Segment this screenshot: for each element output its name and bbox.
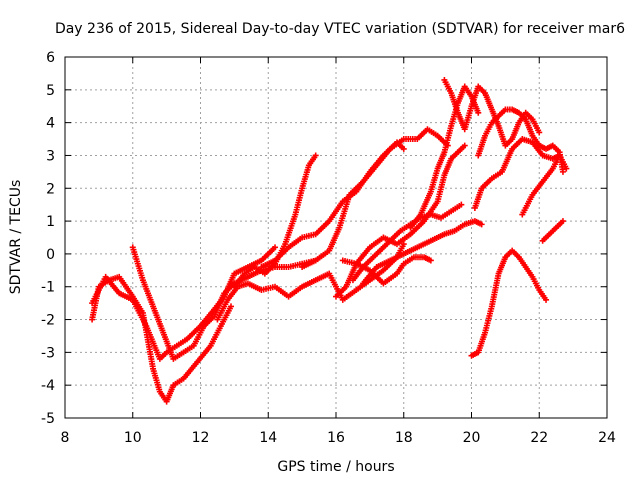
series-track-11: [360, 218, 485, 287]
y-tick-label: -4: [41, 378, 55, 394]
data-point: [563, 165, 570, 172]
series-track-9: [349, 201, 465, 284]
series-track-7: [299, 126, 451, 271]
data-point: [400, 145, 407, 152]
data-points: [89, 76, 570, 405]
data-point: [543, 296, 550, 303]
x-axis-label: GPS time / hours: [277, 459, 394, 475]
y-tick-label: -2: [41, 313, 55, 329]
y-tick-label: 5: [46, 83, 55, 99]
data-point: [478, 221, 485, 228]
y-axis-label: SDTVAR / TECUs: [8, 180, 24, 295]
y-tick-label: 1: [46, 214, 55, 230]
x-tick-label: 8: [61, 430, 70, 446]
x-tick-label: 16: [327, 430, 345, 446]
x-tick-label: 20: [463, 430, 481, 446]
series-track-12: [407, 83, 482, 231]
x-tick-label: 12: [192, 430, 210, 446]
gridlines: [65, 57, 607, 418]
series-track-13: [441, 76, 543, 149]
y-tick-label: 3: [46, 148, 55, 164]
data-point: [312, 152, 319, 159]
x-tick-label: 18: [395, 430, 413, 446]
chart-title: Day 236 of 2015, Sidereal Day-to-day VTE…: [55, 21, 625, 37]
x-tick-label: 10: [124, 430, 142, 446]
data-point: [559, 168, 566, 175]
series-track-14: [475, 106, 566, 175]
y-tick-label: 0: [46, 247, 55, 263]
data-point: [475, 109, 482, 116]
series-track-3: [129, 244, 319, 362]
data-point: [400, 241, 407, 248]
y-tick-label: -3: [41, 345, 55, 361]
series-track-4: [214, 241, 407, 323]
series-track-8: [333, 142, 468, 300]
data-point: [556, 152, 563, 159]
y-tick-label: 4: [46, 116, 55, 132]
x-tick-label: 14: [259, 430, 277, 446]
series-track-16: [468, 247, 550, 359]
y-tick-label: -1: [41, 280, 55, 296]
data-point: [227, 303, 234, 310]
series-track-15: [471, 136, 570, 211]
x-tick-label: 24: [598, 430, 616, 446]
data-point: [272, 244, 279, 251]
data-point: [461, 142, 468, 149]
data-point: [458, 201, 465, 208]
data-point: [559, 218, 566, 225]
series-track-1: [89, 244, 279, 362]
y-tick-label: 2: [46, 181, 55, 197]
series-track-2: [89, 273, 234, 405]
series-track-18: [539, 218, 566, 244]
series-track-17: [519, 152, 563, 218]
y-tick-label: -5: [41, 411, 55, 427]
data-point: [536, 129, 543, 136]
x-tick-label: 22: [530, 430, 548, 446]
data-point: [427, 257, 434, 264]
y-tick-label: 6: [46, 50, 55, 66]
